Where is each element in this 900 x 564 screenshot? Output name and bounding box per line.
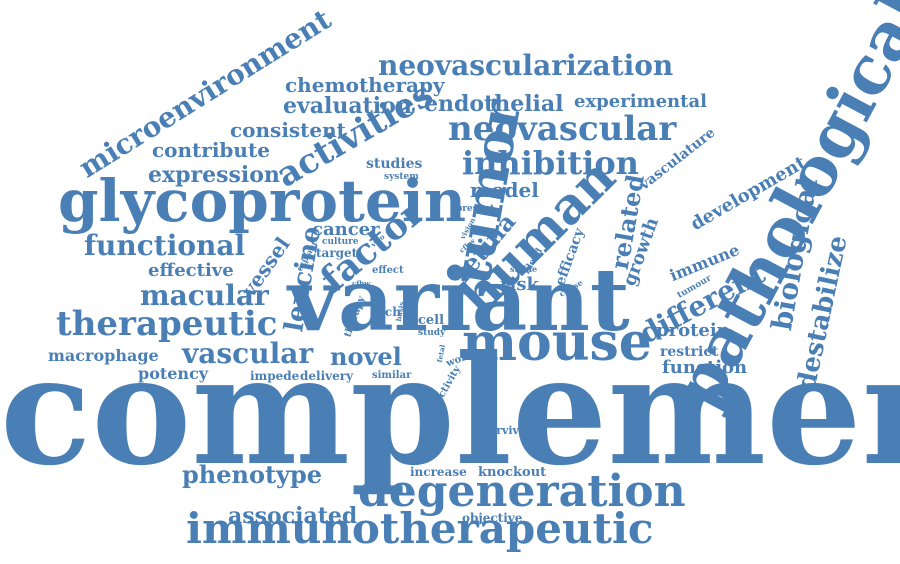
word-phenotype: phenotype <box>182 460 323 489</box>
word-macular: macular <box>140 279 269 312</box>
word-contribute: contribute <box>152 138 270 162</box>
word-risk: risk <box>500 274 539 295</box>
word-cfbw2: cfbw <box>352 279 371 288</box>
word-endothelial: endothelial <box>424 91 564 117</box>
word-model: model <box>470 178 539 202</box>
word-mouse: mouse <box>462 312 652 373</box>
word-function: function <box>662 357 748 378</box>
word-similar: similar <box>372 370 412 381</box>
word-expression: expression <box>148 162 280 188</box>
word-effective: effective <box>148 260 234 281</box>
word-chemotherapy: chemotherapy <box>285 73 445 97</box>
word-experimental: experimental <box>574 91 707 112</box>
word-cancer: cancer <box>312 219 380 240</box>
word-cell: cell <box>418 313 445 328</box>
word-effect: effect <box>372 265 404 276</box>
word-macrophage: macrophage <box>48 346 159 365</box>
word-consistent: consistent <box>230 118 346 142</box>
word-associated: associated <box>228 503 358 529</box>
word-therapeutic: therapeutic <box>56 304 278 344</box>
word-impede: impede <box>250 369 300 383</box>
word-increase: increase <box>410 465 467 479</box>
word-objective: objective <box>462 511 523 525</box>
word-complement: complement <box>0 323 900 499</box>
word-stable: stable <box>510 264 538 274</box>
word-cfhr: cfhr <box>452 322 469 331</box>
word-glycoprotein: glycoprotein <box>58 167 466 235</box>
word-protein: protein <box>656 320 730 341</box>
word-immunotherapeutic: immunotherapeutic <box>186 504 654 553</box>
word-neovascular: neovascular <box>448 109 677 149</box>
word-degeneration: degeneration <box>358 466 686 517</box>
word-potency: potency <box>138 364 209 383</box>
word-present: present <box>456 204 495 214</box>
word-role: role <box>455 288 475 298</box>
word-variant: variant <box>288 250 630 351</box>
word-target: target <box>316 246 358 260</box>
word-novel: novel <box>330 342 402 371</box>
word-system: system <box>384 172 419 182</box>
word-neovascularization: neovascularization <box>378 49 674 82</box>
word-delivery: delivery <box>300 369 354 383</box>
word-evaluation: evaluation <box>283 93 412 119</box>
word-studies: studies <box>366 156 423 172</box>
word-knockout: knockout <box>478 465 547 480</box>
word-rich: rich <box>374 305 401 319</box>
word-vascular: vascular <box>182 337 314 370</box>
word-survival: survival <box>482 424 531 437</box>
word-functional: functional <box>84 229 246 262</box>
word-culture: culture <box>322 237 359 247</box>
word-restrict: restrict <box>660 344 719 360</box>
word-inhibition: inhibition <box>462 144 639 182</box>
word-study: study <box>418 328 446 338</box>
